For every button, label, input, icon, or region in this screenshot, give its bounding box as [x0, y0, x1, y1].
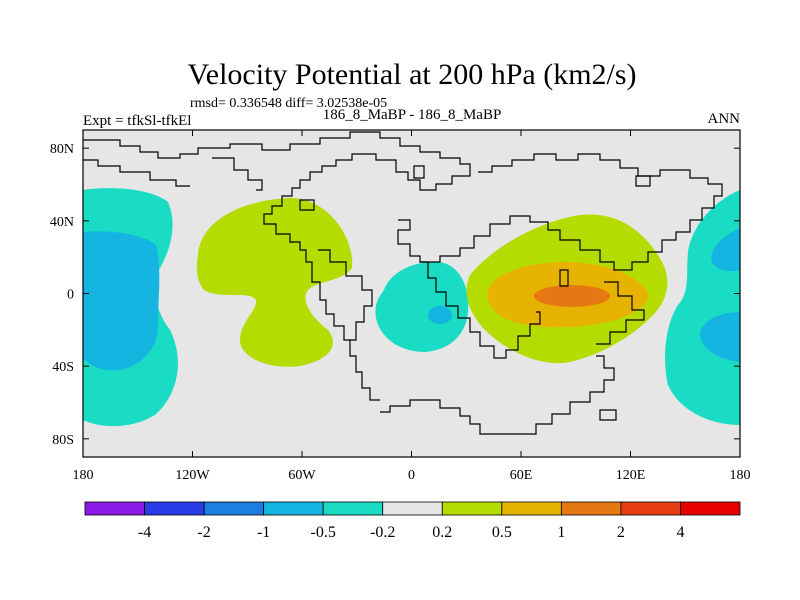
colorbar-swatch [620, 501, 681, 516]
indian-ocean-peak-region [534, 285, 610, 307]
y-tick-label: 80S [52, 433, 74, 448]
colorbar-swatch [203, 501, 265, 516]
colorbar-label: 4 [676, 524, 684, 541]
y-tick-label: 0 [67, 288, 74, 303]
x-tick-label: 180 [73, 468, 94, 483]
coastlines [83, 131, 723, 435]
west-pacific-core-region [83, 231, 160, 371]
colorbar-swatch [680, 501, 741, 516]
x-tick-label: 0 [408, 468, 415, 483]
y-tick-label: 80N [50, 142, 74, 157]
x-tick-label: 60W [288, 468, 316, 483]
atlantic-core-region [428, 306, 452, 324]
season-label: ANN [708, 111, 741, 127]
atlantic-negative-region [375, 261, 469, 352]
colorbar: -4 -2 -1 -0.5 -0.2 0.2 0.5 1 2 4 [84, 501, 741, 541]
colorbar-label: -4 [138, 524, 151, 541]
case-label: 186_8_MaBP - 186_8_MaBP [323, 107, 502, 123]
x-tick-label: 180 [730, 468, 751, 483]
colorbar-swatch [84, 501, 145, 516]
y-axis: 80N 40N 0 40S 80S [50, 142, 740, 448]
x-tick-label: 120E [616, 468, 646, 483]
east-pacific-core-south-region [700, 312, 740, 362]
colorbar-swatch [441, 501, 503, 516]
x-axis: 180 120W 60W 0 60E 120E 180 [73, 130, 751, 483]
colorbar-swatch [322, 501, 384, 516]
experiment-label: Expt = tfkSl-tfkEl [83, 113, 191, 129]
colorbar-swatch [560, 501, 622, 516]
x-tick-label: 120W [175, 468, 210, 483]
colorbar-label: -1 [257, 524, 270, 541]
colorbar-label: 1 [557, 524, 565, 541]
stats-text: rmsd= 0.336548 diff= 3.02538e-05 [190, 96, 387, 111]
colorbar-label: 0.2 [432, 524, 452, 541]
colorbar-label: -0.5 [311, 524, 336, 541]
colorbar-label: 0.5 [492, 524, 512, 541]
x-tick-label: 60E [510, 468, 533, 483]
americas-positive-region [196, 198, 353, 367]
colorbar-swatch [144, 501, 205, 516]
y-tick-label: 40S [52, 360, 74, 375]
colorbar-label: -0.2 [370, 524, 395, 541]
colorbar-swatch [382, 501, 443, 516]
colorbar-swatch [263, 501, 324, 516]
colorbar-swatch [501, 501, 562, 516]
colorbar-label: -2 [197, 524, 210, 541]
colorbar-label: 2 [617, 524, 625, 541]
chart-title: Velocity Potential at 200 hPa (km2/s) [187, 58, 636, 91]
east-pacific-core-north-region [711, 228, 740, 272]
plot-area [83, 130, 740, 457]
y-tick-label: 40N [50, 215, 74, 230]
